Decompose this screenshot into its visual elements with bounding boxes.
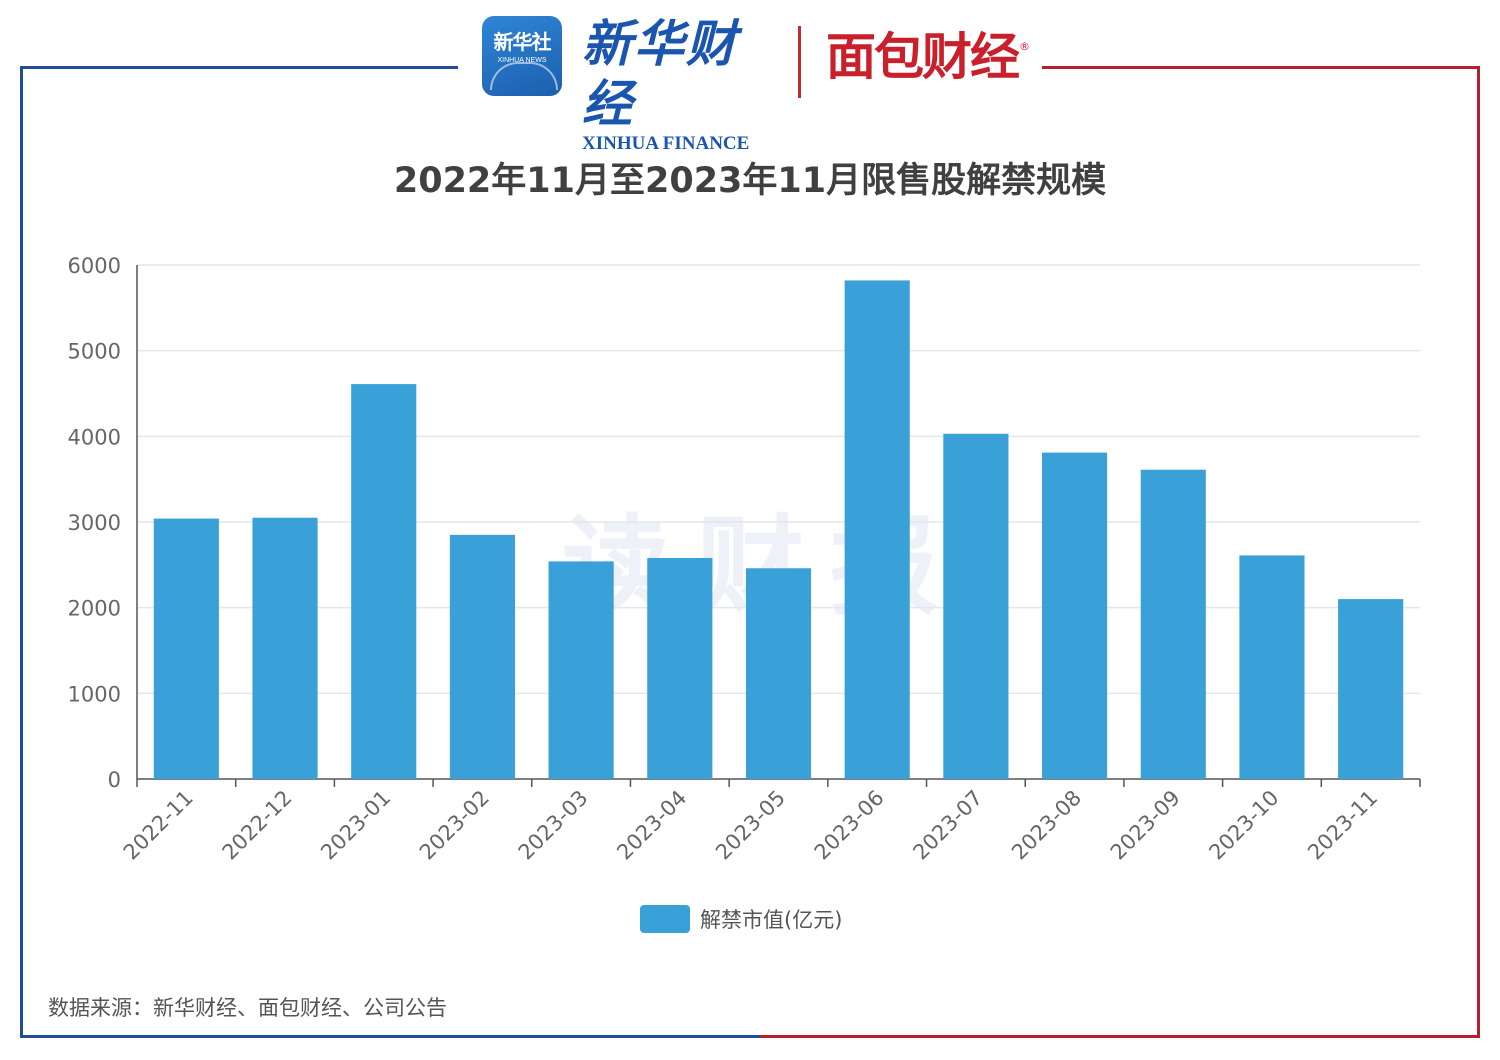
registered-mark: ® — [1019, 40, 1030, 53]
y-tick-label: 5000 — [68, 340, 121, 364]
frame-left-border — [20, 66, 760, 1038]
bar — [449, 534, 515, 779]
x-tick-label: 2023-03 — [514, 786, 593, 865]
chart-title: 2022年11月至2023年11月限售股解禁规模 — [393, 161, 1107, 201]
bar — [1042, 452, 1108, 779]
x-tick-label: 2023-04 — [612, 786, 691, 865]
xinhua-finance-en: XINHUA FINANCE — [582, 133, 750, 154]
y-tick-label: 1000 — [68, 682, 121, 706]
x-tick-label: 2023-08 — [1007, 786, 1086, 865]
y-tick-label: 2000 — [68, 597, 121, 621]
data-source-note: 数据来源：新华财经、面包财经、公司公告 — [48, 996, 447, 1020]
x-tick-label: 2023-09 — [1106, 786, 1185, 865]
bar — [548, 561, 614, 779]
xinhua-news-logo: 新华社 XINHUA NEWS — [482, 16, 562, 96]
legend-swatch — [640, 905, 690, 933]
xinhua-finance-cn: 新华财经 — [582, 14, 738, 133]
xinhua-logo-text: 新华社 — [493, 30, 552, 54]
mianbao-finance-logo: 面包财经 ® — [826, 28, 1030, 86]
xinhua-logo-subtext: XINHUA NEWS — [497, 57, 547, 64]
bar — [252, 517, 318, 779]
xinhua-finance-logo: 新华财经 XINHUA FINANCE — [582, 14, 772, 154]
x-tick-label: 2023-02 — [415, 786, 494, 865]
bar — [745, 568, 812, 779]
x-tick-label: 2023-07 — [908, 786, 987, 865]
x-tick-label: 2023-05 — [711, 786, 790, 865]
x-tick-label: 2022-11 — [119, 786, 198, 865]
bar — [943, 433, 1009, 779]
x-tick-label: 2023-06 — [810, 786, 889, 865]
x-tick-label: 2023-11 — [1303, 786, 1382, 865]
bar — [1338, 599, 1404, 779]
bar — [351, 384, 417, 779]
y-tick-label: 6000 — [68, 254, 121, 278]
bar — [844, 280, 910, 779]
x-tick-label: 2023-01 — [316, 786, 395, 865]
chart-legend[interactable]: 解禁市值(亿元) — [640, 904, 842, 934]
x-tick-label: 2023-10 — [1204, 786, 1283, 865]
bar — [153, 518, 219, 779]
x-tick-label: 2022-12 — [218, 786, 297, 865]
y-tick-label: 3000 — [68, 511, 121, 535]
bar — [1239, 555, 1305, 779]
legend-label: 解禁市值(亿元) — [700, 908, 843, 932]
bar — [647, 557, 713, 779]
bar — [1140, 469, 1206, 779]
frame-right-border — [760, 66, 1480, 1038]
y-tick-label: 0 — [108, 768, 121, 792]
brand-divider — [798, 26, 801, 98]
y-tick-label: 4000 — [68, 425, 121, 449]
mianbao-finance-text: 面包财经 — [826, 28, 1020, 86]
